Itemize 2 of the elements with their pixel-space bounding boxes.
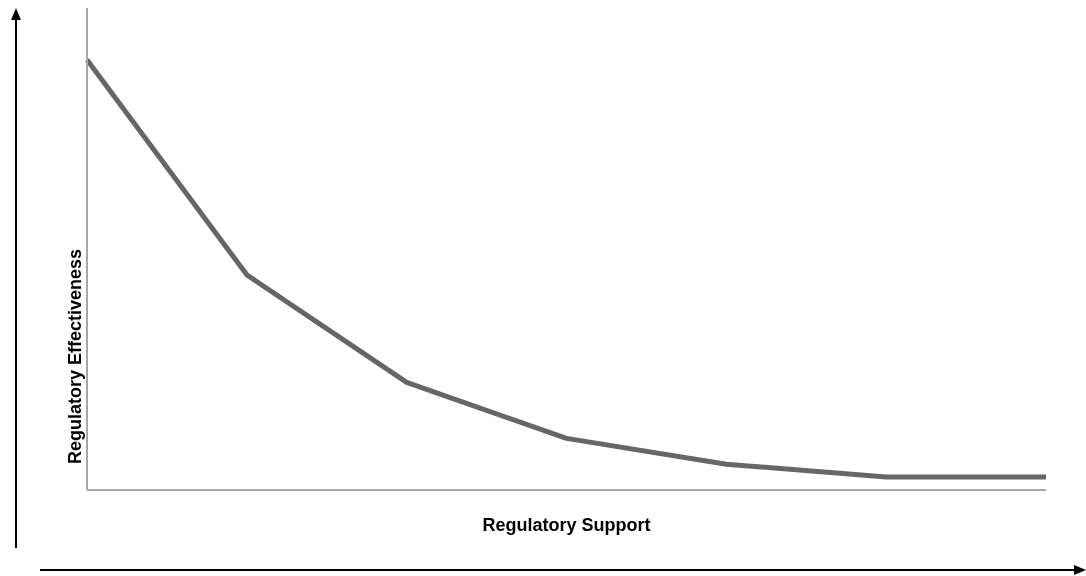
x-axis-title: Regulatory Support xyxy=(482,514,651,535)
y-axis-title: Regulatory Effectiveness xyxy=(65,249,86,465)
